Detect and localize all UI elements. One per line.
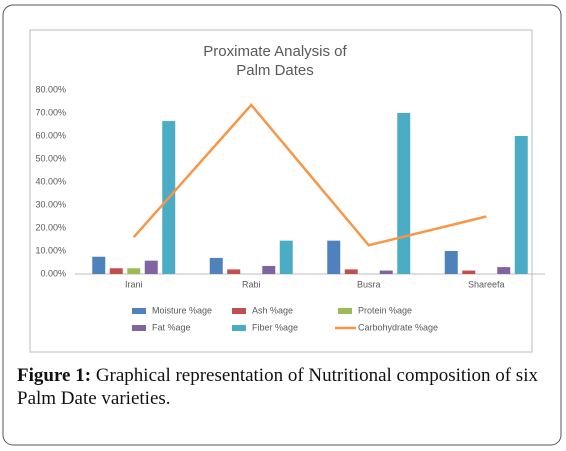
y-tick-label: 50.00% bbox=[35, 153, 66, 163]
bar bbox=[92, 256, 106, 274]
y-tick-label: 70.00% bbox=[35, 107, 66, 117]
x-tick-label: Busra bbox=[357, 279, 381, 289]
bar bbox=[379, 270, 393, 274]
caption-label: Figure 1: bbox=[17, 365, 92, 386]
legend-swatch bbox=[338, 308, 352, 314]
x-tick-label: Rabi bbox=[242, 279, 261, 289]
y-tick-label: 30.00% bbox=[35, 199, 66, 209]
legend-label: Carbohydrate %age bbox=[358, 322, 438, 332]
legend-label: Ash %age bbox=[252, 305, 293, 315]
x-tick-label: Shareefa bbox=[468, 279, 505, 289]
y-tick-label: 80.00% bbox=[35, 84, 66, 94]
bar bbox=[514, 136, 528, 274]
x-tick-label: Irani bbox=[125, 279, 143, 289]
caption-text: Graphical representation of Nutritional … bbox=[17, 365, 538, 409]
y-tick-label: 40.00% bbox=[35, 176, 66, 186]
bar bbox=[497, 267, 511, 274]
legend-label: Fiber %age bbox=[252, 322, 298, 332]
figure-border bbox=[2, 4, 562, 446]
bar bbox=[109, 268, 123, 274]
y-tick-label: 60.00% bbox=[35, 130, 66, 140]
bar bbox=[262, 265, 276, 274]
line bbox=[132, 103, 487, 247]
bar bbox=[227, 269, 241, 274]
bar bbox=[444, 251, 458, 274]
bar bbox=[397, 113, 411, 274]
chart-title: Proximate Analysis of Palm Dates bbox=[203, 43, 347, 79]
legend-label: Protein %age bbox=[358, 305, 412, 315]
y-tick-label: 20.00% bbox=[35, 222, 66, 232]
legend-label: Fat %age bbox=[152, 322, 191, 332]
legend-swatch bbox=[132, 308, 146, 314]
legend-swatch bbox=[132, 325, 146, 331]
figure-caption: Figure 1: Graphical representation of Nu… bbox=[17, 364, 552, 410]
legend-swatch bbox=[232, 325, 246, 331]
bar bbox=[279, 240, 293, 274]
bar bbox=[327, 240, 341, 274]
bar bbox=[127, 268, 141, 274]
bar bbox=[462, 270, 476, 274]
legend-swatch bbox=[232, 308, 246, 314]
y-tick-label: 10.00% bbox=[35, 245, 66, 255]
y-tick-label: 0.00% bbox=[40, 268, 66, 278]
bar bbox=[144, 260, 158, 274]
chart-border bbox=[29, 29, 533, 353]
bar bbox=[209, 257, 223, 274]
legend-label: Moisture %age bbox=[152, 305, 212, 315]
bar bbox=[344, 269, 358, 274]
